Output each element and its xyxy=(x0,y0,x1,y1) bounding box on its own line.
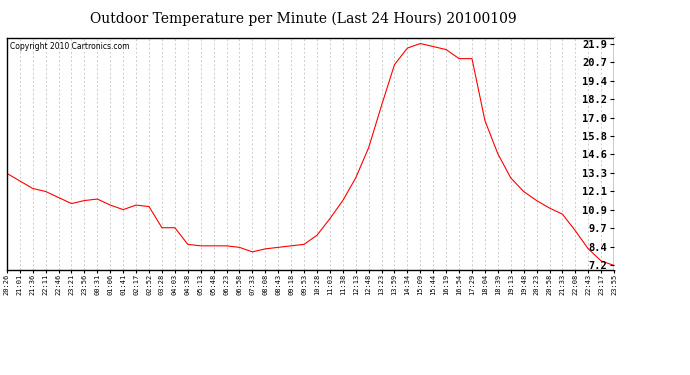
Text: Outdoor Temperature per Minute (Last 24 Hours) 20100109: Outdoor Temperature per Minute (Last 24 … xyxy=(90,11,517,26)
Text: Copyright 2010 Cartronics.com: Copyright 2010 Cartronics.com xyxy=(10,42,130,51)
